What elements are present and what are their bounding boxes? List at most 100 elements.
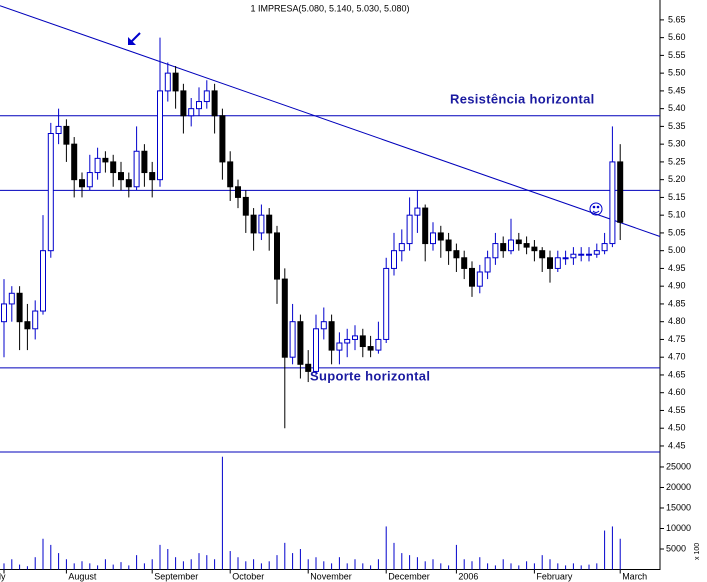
volume-tick-label: 15000 [666, 502, 691, 512]
candle-body [71, 143, 78, 181]
y-tick-label: 4.45 [668, 440, 686, 450]
candle-body [476, 271, 483, 287]
chart-title: 1 IMPRESA(5.080, 5.140, 5.030, 5.080) [250, 3, 409, 13]
candle-body [586, 253, 592, 256]
candle-body [515, 239, 522, 245]
candle-body [445, 239, 452, 252]
candle-body [32, 310, 39, 330]
candle-body [289, 321, 296, 358]
candle-body [453, 250, 460, 259]
candle-body [601, 243, 608, 252]
candle-body [297, 321, 304, 365]
volume-tick-label: 10000 [666, 523, 691, 533]
candle-body [211, 90, 218, 117]
candle-body [63, 125, 70, 145]
candle-body [422, 207, 429, 245]
candle-body [164, 72, 171, 92]
candle-body [554, 257, 561, 269]
y-tick-label: 5.65 [668, 14, 686, 24]
candle-body [570, 253, 577, 259]
candle-body [157, 90, 163, 181]
candle-body [266, 214, 273, 234]
candle-body [352, 335, 358, 340]
candle-body [437, 232, 444, 241]
volume-unit-label: x 100 [694, 543, 701, 560]
y-tick-label: 4.60 [668, 387, 686, 397]
y-tick-label: 5.00 [668, 245, 686, 255]
candle-body [539, 250, 546, 259]
y-tick-label: 5.30 [668, 139, 686, 149]
candle-body [219, 115, 226, 163]
candle-body [40, 250, 46, 312]
candle-body [414, 207, 421, 216]
x-tick-label: September [154, 571, 198, 581]
y-tick-label: 5.60 [668, 32, 686, 42]
candle-body [430, 232, 436, 245]
candle-body [305, 363, 312, 372]
candle-body [609, 161, 616, 245]
candle-body [508, 239, 514, 252]
candle-body [172, 72, 179, 92]
candle-body [391, 250, 397, 269]
y-tick-label: 5.15 [668, 192, 686, 202]
y-tick-label: 4.50 [668, 423, 686, 433]
candle-body [55, 125, 62, 135]
candle-body [281, 278, 288, 358]
candle-body [469, 267, 475, 287]
y-tick-label: 5.45 [668, 85, 686, 95]
volume-tick-label: 20000 [666, 482, 691, 492]
volume-tick-label: 5000 [666, 543, 686, 553]
y-tick-label: 5.20 [668, 174, 686, 184]
candle-body [531, 246, 538, 252]
candle-body [274, 232, 280, 280]
y-tick-label: 4.75 [668, 334, 686, 344]
x-tick-label: December [388, 571, 430, 581]
candle-body [484, 257, 491, 273]
candle-body [328, 321, 335, 351]
y-tick-label: 5.55 [668, 50, 686, 60]
candle-body [110, 161, 117, 174]
y-tick-label: 5.25 [668, 156, 686, 166]
candle-body [180, 90, 187, 117]
candle-body [593, 250, 600, 255]
candle-body [8, 292, 15, 305]
candle-body [406, 214, 413, 245]
y-tick-label: 4.70 [668, 352, 686, 362]
x-tick-label: October [232, 571, 264, 581]
candle-body [492, 243, 499, 259]
candle-body [94, 157, 101, 174]
candle-body [125, 179, 132, 188]
y-tick-label: 5.40 [668, 103, 686, 113]
y-tick-label: 4.85 [668, 298, 686, 308]
candle-body [578, 253, 585, 256]
y-tick-label: 5.05 [668, 227, 686, 237]
candle-body [313, 328, 319, 372]
candle-body [320, 321, 327, 330]
candle-body [188, 108, 195, 117]
candle-body [250, 214, 257, 234]
candle-body [344, 338, 351, 344]
candle-body [196, 101, 202, 110]
candle-body [367, 346, 374, 351]
x-tick-label: November [310, 571, 352, 581]
trendline [0, 5, 661, 237]
y-tick-label: 4.80 [668, 316, 686, 326]
y-tick-label: 4.65 [668, 369, 686, 379]
candle-body [203, 90, 210, 103]
candle-body [359, 335, 366, 348]
candle-body [227, 161, 234, 188]
x-tick-label: August [68, 571, 97, 581]
candle-body [500, 243, 507, 252]
y-tick-label: 4.90 [668, 281, 686, 291]
arrow [128, 32, 141, 45]
candle-body [258, 214, 265, 234]
candle-body [461, 257, 468, 269]
candle-body [133, 150, 140, 188]
y-tick-label: 5.50 [668, 68, 686, 78]
x-tick-label: February [536, 571, 573, 581]
candle-body [141, 150, 148, 174]
y-tick-label: 5.10 [668, 210, 686, 220]
candle-body [1, 303, 7, 323]
